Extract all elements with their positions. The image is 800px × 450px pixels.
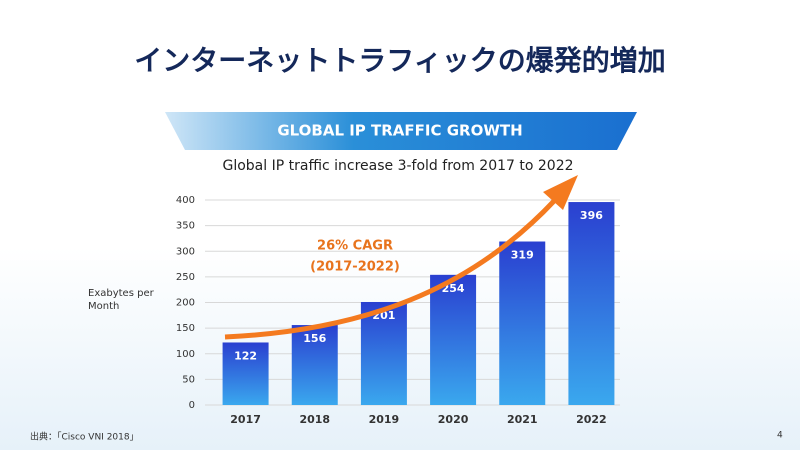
value-label: 156 (303, 332, 326, 345)
chart-title: GLOBAL IP TRAFFIC GROWTH (277, 122, 522, 140)
y-tick-label: 400 (176, 195, 195, 206)
bar (430, 274, 477, 405)
x-tick-label: 2018 (299, 413, 330, 426)
y-tick-label: 250 (176, 272, 195, 283)
cagr-arrow (224, 198, 557, 340)
y-tick-label: 300 (176, 246, 195, 257)
bar (360, 301, 407, 405)
annotation: (2017-2022) (310, 260, 400, 275)
banner (165, 112, 637, 150)
bar (222, 342, 269, 405)
x-tick-label: 2022 (576, 413, 607, 426)
bar (499, 241, 546, 405)
y-tick-label: 350 (176, 221, 195, 232)
bar (568, 202, 615, 405)
source: 出典：「Cisco VNI 2018」 (30, 431, 139, 443)
x-tick-label: 2021 (507, 413, 538, 426)
y-tick-label: 150 (176, 323, 195, 334)
chart-subtitle: Global IP traffic increase 3-fold from 2… (222, 158, 573, 174)
slide-title: インターネットトラフィックの爆発的増加 (134, 44, 665, 77)
value-label: 319 (511, 249, 534, 262)
value-label: 396 (580, 209, 603, 222)
page-number: 4 (777, 431, 783, 441)
y-tick-label: 200 (176, 298, 195, 309)
annotation: 26% CAGR (317, 239, 393, 254)
x-tick-label: 2020 (438, 413, 469, 426)
bar (291, 325, 338, 405)
y-axis-label: Exabytes per Month (88, 288, 154, 312)
value-label: 122 (234, 349, 257, 362)
cagr-arrow-head (543, 175, 578, 210)
y-tick-label: 100 (176, 349, 195, 360)
y-tick-label: 50 (182, 374, 195, 385)
y-tick-label: 0 (189, 400, 195, 411)
x-tick-label: 2019 (369, 413, 400, 426)
x-tick-label: 2017 (230, 413, 261, 426)
